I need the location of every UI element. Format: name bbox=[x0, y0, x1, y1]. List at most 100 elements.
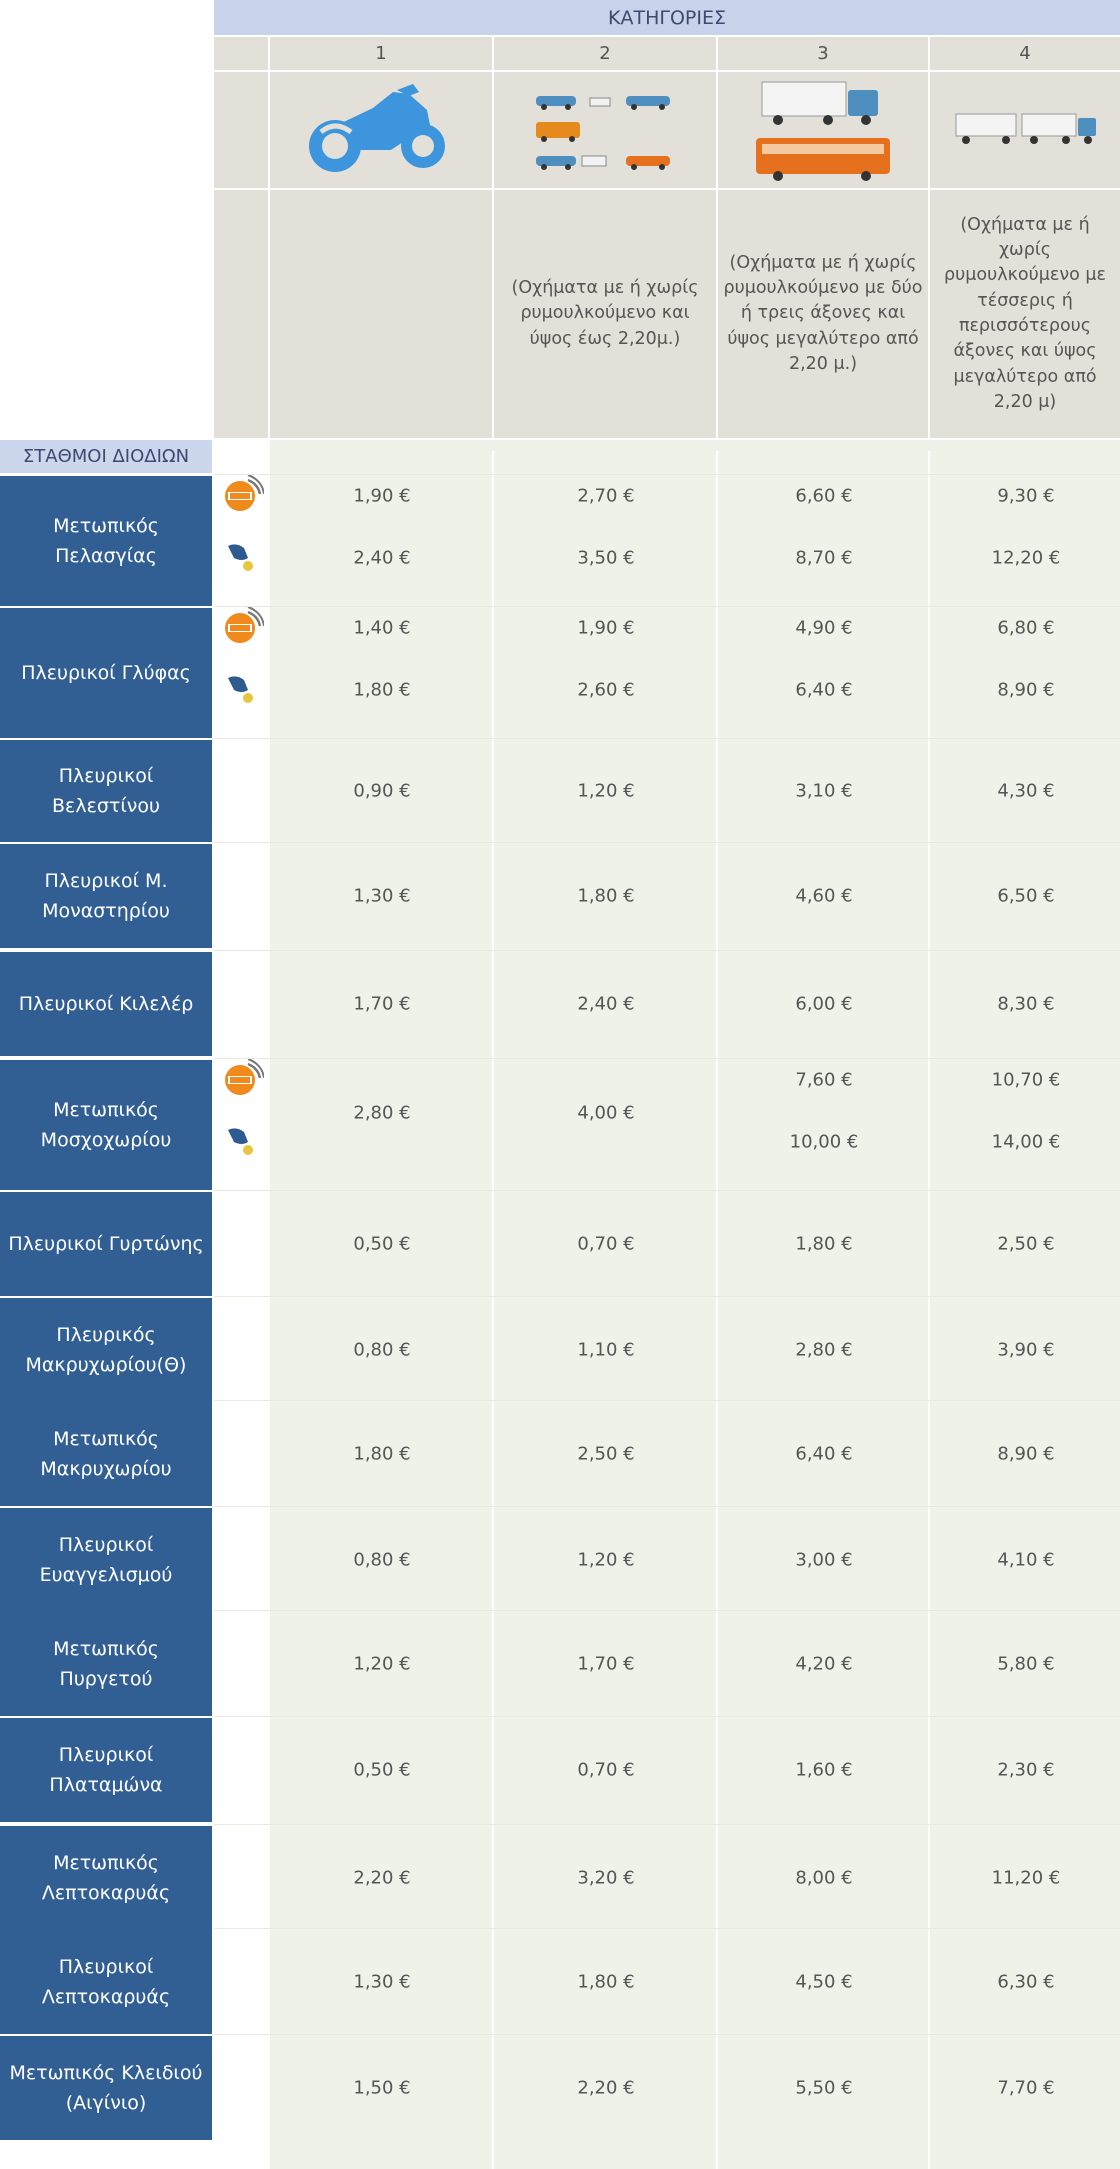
category-description-3: (Οχήματα με ή χωρίς ρυμουλκούμενο με δύο… bbox=[718, 190, 928, 438]
price-cell: 1,90 € bbox=[353, 485, 411, 507]
price-cell: 6,40 € bbox=[795, 1443, 853, 1465]
price-cell: 2,30 € bbox=[997, 1759, 1055, 1781]
price-cell: 8,90 € bbox=[997, 1443, 1055, 1465]
station-name: Πλευρικοί Πλαταμώνα bbox=[0, 1718, 212, 1822]
price-cell: 1,20 € bbox=[353, 1653, 411, 1675]
header-blank-cell bbox=[214, 37, 268, 70]
station-name: Πλευρικοί Ευαγγελισμού bbox=[0, 1508, 212, 1612]
prices-area bbox=[270, 440, 1120, 2169]
price-cell: 6,80 € bbox=[997, 617, 1055, 639]
station-name: Πλευρικοί Βελεστίνου bbox=[0, 740, 212, 842]
category-number-1: 1 bbox=[270, 37, 492, 70]
price-cell: 2,70 € bbox=[577, 485, 635, 507]
price-cell: 6,40 € bbox=[795, 679, 853, 701]
station-name: Μετωπικός Πελασγίας bbox=[0, 476, 212, 606]
price-cell: 6,00 € bbox=[795, 993, 853, 1015]
price-cell: 0,50 € bbox=[353, 1759, 411, 1781]
price-cell: 1,60 € bbox=[795, 1759, 853, 1781]
price-cell: 4,50 € bbox=[795, 1971, 853, 1993]
station-name: Πλευρικοί Γυρτώνης bbox=[0, 1192, 212, 1296]
price-cell: 0,70 € bbox=[577, 1233, 635, 1255]
price-cell: 6,50 € bbox=[997, 885, 1055, 907]
price-cell: 3,50 € bbox=[577, 547, 635, 569]
price-cell: 1,80 € bbox=[577, 885, 635, 907]
price-cell: 14,00 € bbox=[991, 1131, 1061, 1153]
cash-hand-icon bbox=[228, 1128, 253, 1155]
categories-title: ΚΑΤΗΓΟΡΙΕΣ bbox=[214, 0, 1120, 35]
cars-vans-icon bbox=[536, 96, 670, 170]
price-cell: 3,10 € bbox=[795, 780, 853, 802]
price-cell: 4,30 € bbox=[997, 780, 1055, 802]
price-cell: 2,50 € bbox=[577, 1443, 635, 1465]
price-cell: 8,70 € bbox=[795, 547, 853, 569]
station-name: Μετωπικός Λεπτοκαρυάς bbox=[0, 1826, 212, 1930]
price-cell: 6,60 € bbox=[795, 485, 853, 507]
price-cell: 1,70 € bbox=[577, 1653, 635, 1675]
price-cell: 8,30 € bbox=[997, 993, 1055, 1015]
price-cell: 4,90 € bbox=[795, 617, 853, 639]
price-cell: 1,30 € bbox=[353, 1971, 411, 1993]
price-cell: 2,80 € bbox=[353, 1102, 411, 1124]
category-icon-cell-4 bbox=[930, 72, 1120, 188]
category-icon-cell-1 bbox=[270, 72, 492, 188]
price-cell: 4,60 € bbox=[795, 885, 853, 907]
price-cell: 5,50 € bbox=[795, 2077, 853, 2099]
price-cell: 7,60 € bbox=[795, 1069, 853, 1091]
price-cell: 8,90 € bbox=[997, 679, 1055, 701]
price-cell: 2,60 € bbox=[577, 679, 635, 701]
price-cell: 1,70 € bbox=[353, 993, 411, 1015]
price-cell: 2,40 € bbox=[577, 993, 635, 1015]
station-name: Πλευρικοί Λεπτοκαρυάς bbox=[0, 1930, 212, 2034]
price-cell: 1,50 € bbox=[353, 2077, 411, 2099]
price-cell: 3,90 € bbox=[997, 1339, 1055, 1361]
price-cell: 1,80 € bbox=[795, 1233, 853, 1255]
price-cell: 5,80 € bbox=[997, 1653, 1055, 1675]
truck-bus-icon bbox=[756, 81, 890, 181]
price-cell: 2,20 € bbox=[577, 2077, 635, 2099]
category-number-3: 3 bbox=[718, 37, 928, 70]
price-cell: 1,20 € bbox=[577, 780, 635, 802]
price-cell: 1,40 € bbox=[353, 617, 411, 639]
price-cell: 2,20 € bbox=[353, 1867, 411, 1889]
price-cell: 1,80 € bbox=[353, 1443, 411, 1465]
station-name: Πλευρικοί Μ. Μοναστηρίου bbox=[0, 844, 212, 948]
station-name: Πλευρικοί Γλύφας bbox=[0, 608, 212, 738]
station-name: Μετωπικός Κλειδιού (Αιγίνιο) bbox=[0, 2036, 212, 2140]
price-cell: 8,00 € bbox=[795, 1867, 853, 1889]
price-cell: 10,00 € bbox=[789, 1131, 859, 1153]
price-cell: 4,20 € bbox=[795, 1653, 853, 1675]
price-cell: 4,00 € bbox=[577, 1102, 635, 1124]
cash-hand-icon bbox=[228, 676, 253, 703]
price-cell: 2,80 € bbox=[795, 1339, 853, 1361]
price-cell: 0,80 € bbox=[353, 1549, 411, 1571]
price-cell: 6,30 € bbox=[997, 1971, 1055, 1993]
price-cell: 9,30 € bbox=[997, 485, 1055, 507]
stations-title: ΣΤΑΘΜΟΙ ΔΙΟΔΙΩΝ bbox=[0, 440, 212, 473]
cash-hand-icon bbox=[228, 544, 253, 571]
eway-tag-icon bbox=[225, 606, 264, 643]
price-cell: 12,20 € bbox=[991, 547, 1061, 569]
price-cell: 2,40 € bbox=[353, 547, 411, 569]
price-cell: 1,80 € bbox=[353, 679, 411, 701]
price-cell: 7,70 € bbox=[997, 2077, 1055, 2099]
truck-trailer-icon bbox=[955, 113, 1096, 144]
station-name: Μετωπικός Μακρυχωρίου bbox=[0, 1402, 212, 1506]
category-description-2: (Οχήματα με ή χωρίς ρυμουλκούμενο και ύψ… bbox=[494, 190, 716, 438]
station-name: Πλευρικοί Κιλελέρ bbox=[0, 952, 212, 1056]
price-cell: 2,50 € bbox=[997, 1233, 1055, 1255]
station-name: Μετωπικός Πυργετού bbox=[0, 1612, 212, 1716]
price-cell: 4,10 € bbox=[997, 1549, 1055, 1571]
price-cell: 1,20 € bbox=[577, 1549, 635, 1571]
price-cell: 3,00 € bbox=[795, 1549, 853, 1571]
price-cell: 10,70 € bbox=[991, 1069, 1061, 1091]
category-number-4: 4 bbox=[930, 37, 1120, 70]
motorcycle-icon bbox=[309, 84, 445, 172]
eway-tag-icon bbox=[225, 1058, 264, 1095]
price-cell: 1,30 € bbox=[353, 885, 411, 907]
eway-tag-icon bbox=[225, 474, 264, 511]
category-description-4: (Οχήματα με ή χωρίς ρυμουλκούμενο με τέσ… bbox=[930, 190, 1120, 438]
category-description-1 bbox=[270, 190, 492, 438]
category-number-2: 2 bbox=[494, 37, 716, 70]
category-icon-cell-2 bbox=[494, 72, 716, 188]
price-cell: 3,20 € bbox=[577, 1867, 635, 1889]
